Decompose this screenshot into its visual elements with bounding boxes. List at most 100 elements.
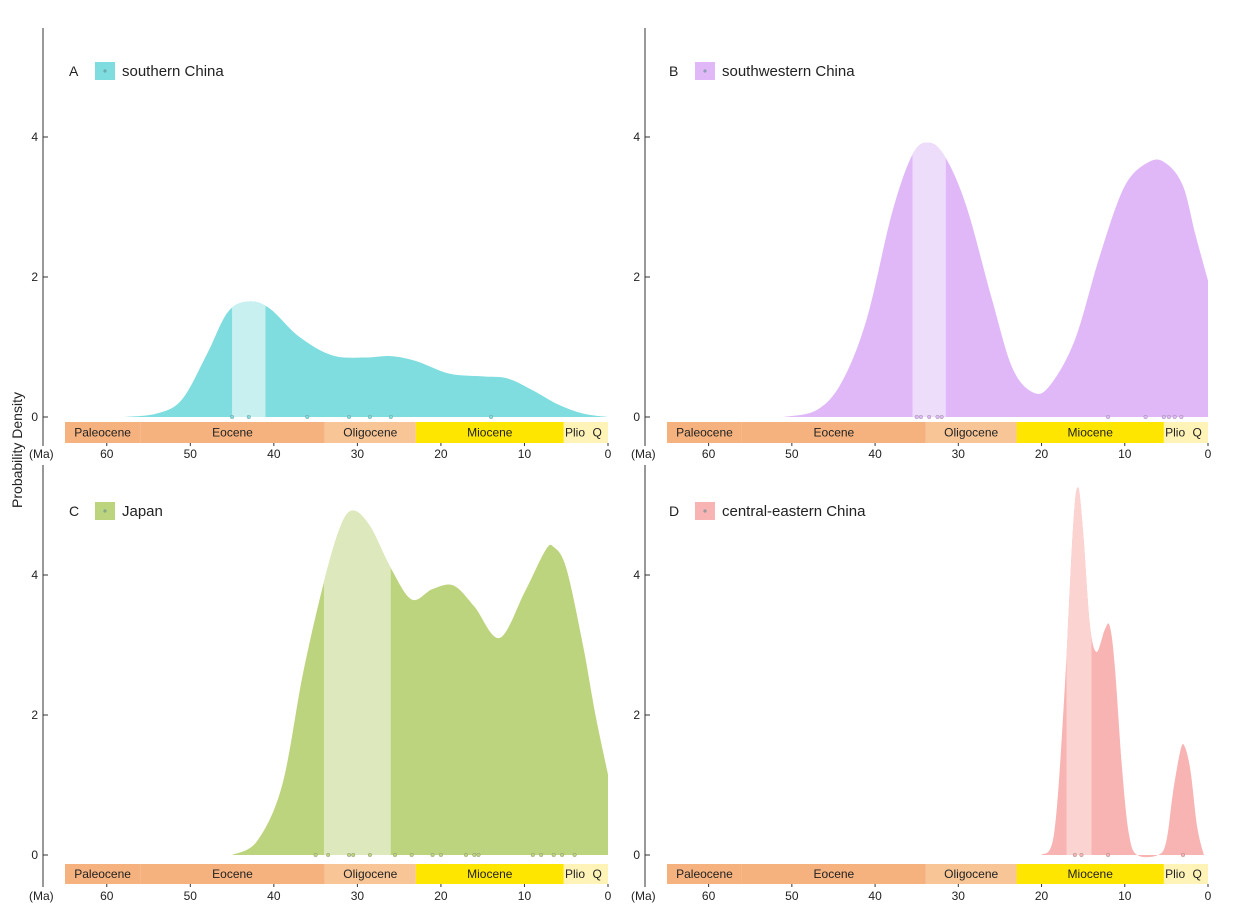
density-area [123, 301, 608, 417]
highlight-interval [323, 510, 391, 855]
epoch-band [1016, 864, 1164, 884]
x-tick-label: 40 [267, 447, 281, 461]
sample-point [1072, 853, 1077, 857]
epoch-band [667, 422, 742, 443]
sample-point [472, 853, 477, 857]
y-tick-label: 4 [633, 568, 640, 582]
panel-b: 0 2 4 Paleocene Eocene Oligocene Miocene Plio Q (… [631, 28, 1212, 461]
x-unit-label: (Ma) [631, 889, 656, 903]
panel-letter: A [69, 63, 79, 79]
sample-point [430, 853, 435, 857]
epoch-label: Q [592, 426, 601, 440]
sample-point [539, 853, 544, 857]
epoch-label: Miocene [467, 426, 513, 440]
epoch-band [741, 422, 926, 443]
x-tick-label: 60 [702, 447, 716, 461]
x-tick-label: 30 [952, 889, 966, 903]
x-tick-label: 50 [184, 889, 198, 903]
y-tick-label: 0 [633, 848, 640, 862]
sample-point [1161, 415, 1166, 419]
epoch-label: Oligocene [944, 867, 998, 881]
sample-point [918, 415, 923, 419]
sample-point [409, 853, 414, 857]
sample-point [1172, 415, 1177, 419]
sample-point [1181, 853, 1185, 857]
epoch-label: Eocene [212, 426, 253, 440]
epoch-band [1163, 422, 1187, 443]
sample-point [347, 853, 351, 857]
sample-point [326, 853, 331, 857]
x-tick-label: 20 [1035, 447, 1049, 461]
x-unit-label: (Ma) [29, 447, 54, 461]
panel-c: 0 2 4 Paleocene Eocene Oligocene Miocene Plio Q (… [29, 465, 612, 903]
sample-point [572, 853, 577, 857]
epoch-label: Plio [565, 426, 585, 440]
legend-marker [103, 509, 107, 513]
epoch-band [65, 422, 141, 443]
x-tick-label: 20 [1035, 889, 1049, 903]
x-unit-label: (Ma) [29, 889, 54, 903]
epoch-band [140, 422, 325, 443]
sample-point [935, 415, 940, 419]
legend-label: southern China [122, 63, 224, 80]
x-tick-label: 0 [605, 447, 612, 461]
legend-label: southwestern China [722, 63, 855, 80]
epoch-label: Oligocene [343, 867, 397, 881]
x-tick-label: 60 [100, 447, 114, 461]
y-tick-label: 4 [633, 130, 640, 144]
sample-point [464, 853, 468, 857]
epoch-label: Miocene [1068, 867, 1114, 881]
x-tick-label: 10 [518, 889, 532, 903]
y-axis-label: Probability Density [9, 392, 25, 508]
epoch-label: Q [1193, 426, 1202, 440]
epoch-label: Paleocene [74, 426, 131, 440]
sample-point [1106, 415, 1111, 419]
x-tick-label: 0 [605, 889, 612, 903]
sample-point [489, 415, 493, 419]
epoch-band [1186, 864, 1208, 884]
sample-point [367, 415, 372, 419]
legend-marker [103, 69, 107, 73]
x-tick-label: 20 [434, 447, 448, 461]
epoch-band [65, 864, 141, 884]
sample-point [347, 415, 351, 419]
legend-marker [703, 509, 707, 513]
sample-point [551, 853, 556, 857]
y-tick-label: 0 [31, 410, 38, 424]
legend-marker [703, 69, 707, 73]
epoch-band [667, 864, 742, 884]
y-tick-label: 0 [633, 410, 640, 424]
x-tick-label: 0 [1205, 889, 1212, 903]
x-tick-label: 20 [434, 889, 448, 903]
x-tick-label: 40 [267, 889, 281, 903]
x-tick-label: 30 [351, 447, 365, 461]
panel-a: 0 2 4 Paleocene Eocene Oligocene Miocene Plio Q (… [29, 28, 612, 461]
density-area [232, 510, 609, 855]
y-tick-label: 2 [633, 708, 640, 722]
sample-point [313, 853, 318, 857]
legend-label: central-eastern China [722, 503, 866, 520]
x-tick-label: 50 [785, 889, 799, 903]
epoch-band [925, 422, 1017, 443]
panel-letter: C [69, 503, 79, 519]
epoch-label: Plio [1165, 426, 1185, 440]
sample-point [1166, 415, 1171, 419]
x-tick-label: 30 [351, 889, 365, 903]
epoch-band [324, 864, 416, 884]
epoch-band [1016, 422, 1164, 443]
sample-point [1106, 853, 1111, 857]
panel-letter: B [669, 63, 678, 79]
epoch-label: Q [592, 867, 601, 881]
sample-point [393, 853, 397, 857]
epoch-label: Q [1193, 867, 1202, 881]
epoch-label: Eocene [814, 426, 855, 440]
epoch-label: Miocene [467, 867, 513, 881]
sample-point [530, 853, 535, 857]
panel-letter: D [669, 503, 679, 519]
sample-point [351, 853, 356, 857]
y-tick-label: 2 [31, 270, 38, 284]
sample-point [1179, 415, 1184, 419]
epoch-label: Miocene [1068, 426, 1114, 440]
epoch-label: Paleocene [74, 867, 131, 881]
